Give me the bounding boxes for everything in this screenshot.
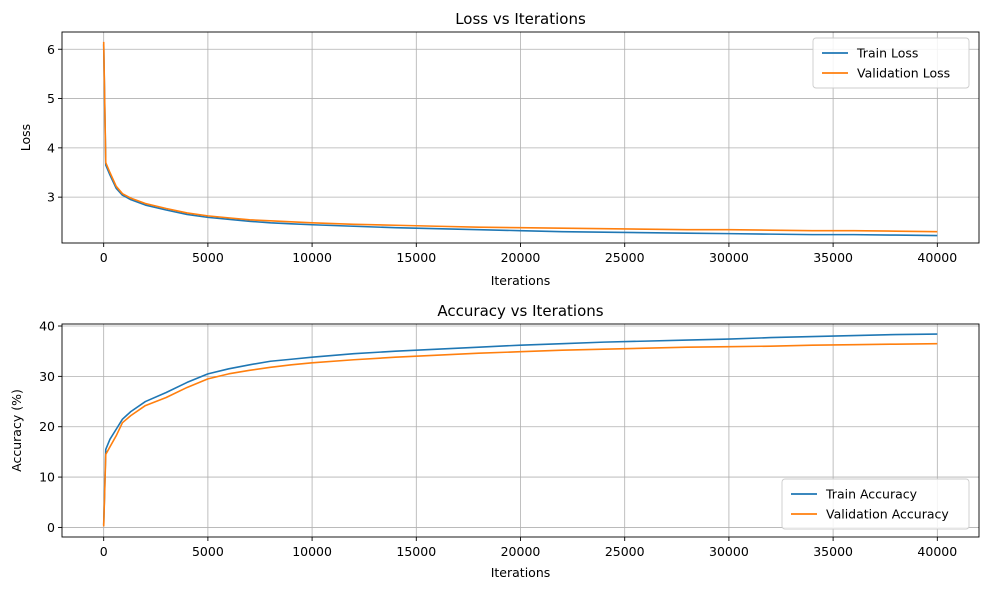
accuracy-legend-label-0: Train Accuracy — [825, 487, 918, 502]
loss-x-axis-label: Iterations — [491, 273, 551, 288]
accuracy-series-line-1 — [102, 342, 938, 527]
accuracy-chart-panel: 0 5000 10000 15000 20000 25000 30000 35000 40000… — [9, 302, 980, 580]
loss-y-tick-label: 5 — [47, 91, 55, 106]
loss-chart-panel: 0 5000 10000 15000 20000 25000 30000 35000 40000… — [18, 10, 980, 288]
loss-legend-label-1: Validation Loss — [857, 66, 950, 81]
loss-legend-label-0: Train Loss — [856, 46, 918, 61]
loss-series-line-0 — [102, 44, 938, 237]
loss-y-axis-label: Loss — [18, 124, 33, 151]
accuracy-series-line-0 — [102, 333, 938, 525]
accuracy-legend-label-1: Validation Accuracy — [826, 507, 949, 522]
loss-series-line-1 — [102, 41, 938, 233]
accuracy-y-tick-label: 10 — [39, 470, 55, 485]
loss-x-tick-label: 35000 — [813, 250, 853, 265]
loss-x-tick-label: 5000 — [192, 250, 224, 265]
accuracy-chart-title: Accuracy vs Iterations — [437, 302, 603, 320]
accuracy-y-axis-label: Accuracy (%) — [9, 389, 24, 472]
accuracy-y-tick-label: 0 — [47, 520, 55, 535]
accuracy-x-tick-label: 15000 — [396, 544, 436, 559]
accuracy-y-tick-label: 30 — [39, 369, 55, 384]
accuracy-legend-box — [781, 478, 970, 530]
loss-y-tick-label: 4 — [47, 140, 55, 155]
accuracy-x-tick-label: 20000 — [501, 544, 541, 559]
loss-x-tick-label: 10000 — [292, 250, 332, 265]
loss-x-tick-label: 20000 — [501, 250, 541, 265]
loss-y-tick-label: 6 — [47, 42, 55, 57]
loss-y-tick-label: 3 — [47, 190, 55, 205]
accuracy-legend: Train Accuracy Validation Accuracy — [781, 478, 970, 530]
accuracy-x-axis-label: Iterations — [491, 565, 551, 580]
loss-legend: Train Loss Validation Loss — [812, 37, 970, 89]
loss-x-tick-label: 25000 — [605, 250, 645, 265]
loss-x-tick-label: 15000 — [396, 250, 436, 265]
accuracy-x-tick-label: 35000 — [813, 544, 853, 559]
loss-x-tick-label: 40000 — [917, 250, 957, 265]
accuracy-x-tick-label: 30000 — [709, 544, 749, 559]
accuracy-x-tick-label: 25000 — [605, 544, 645, 559]
loss-chart-title: Loss vs Iterations — [455, 10, 586, 28]
accuracy-y-tick-label: 40 — [39, 319, 55, 334]
accuracy-x-tick-label: 40000 — [917, 544, 957, 559]
loss-x-tick-label: 30000 — [709, 250, 749, 265]
accuracy-y-tick-label: 20 — [39, 419, 55, 434]
accuracy-x-tick-label: 5000 — [192, 544, 224, 559]
loss-x-tick-label: 0 — [100, 250, 108, 265]
accuracy-x-tick-label: 0 — [100, 544, 108, 559]
loss-legend-box — [812, 37, 970, 89]
accuracy-x-tick-label: 10000 — [292, 544, 332, 559]
